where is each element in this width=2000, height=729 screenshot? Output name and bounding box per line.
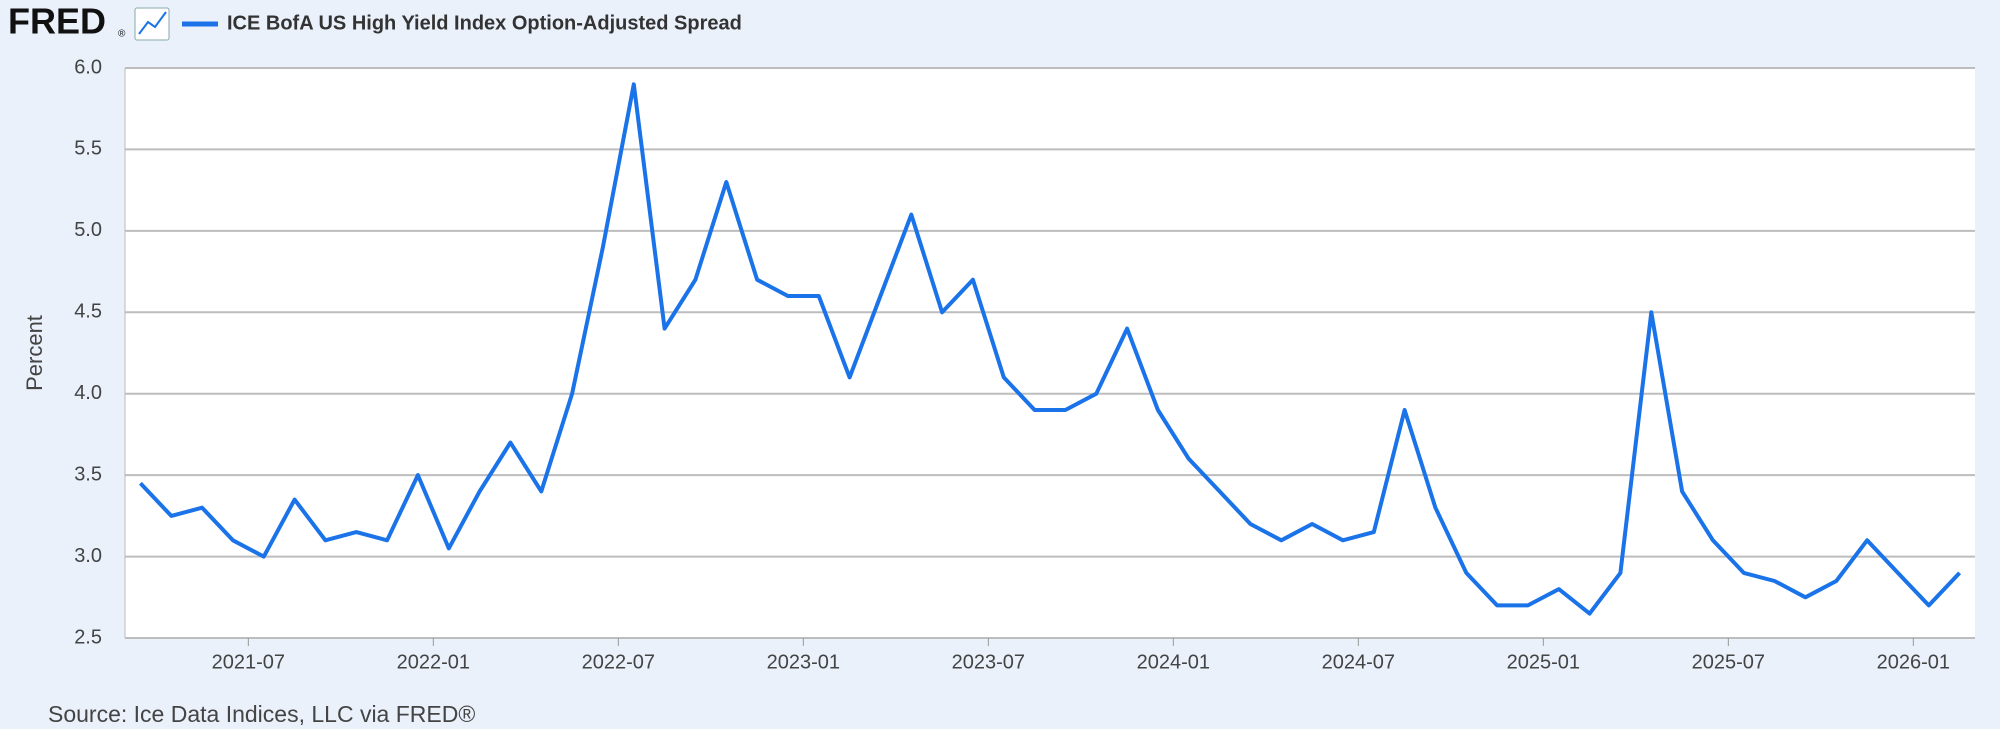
y-tick-label: 4.0 <box>74 382 102 404</box>
y-tick-label: 5.5 <box>74 138 102 160</box>
x-tick-label: 2022-07 <box>582 651 655 673</box>
x-tick-label: 2021-07 <box>212 651 285 673</box>
y-tick-label: 3.5 <box>74 463 102 485</box>
y-tick-label: 3.0 <box>74 545 102 567</box>
x-tick-label: 2024-01 <box>1137 651 1210 673</box>
x-tick-label: 2025-07 <box>1692 651 1765 673</box>
x-tick-label: 2024-07 <box>1322 651 1395 673</box>
y-tick-label: 4.5 <box>74 301 102 323</box>
plot-area <box>125 68 1975 638</box>
logo-icon <box>134 7 170 41</box>
logo: FRED <box>8 1 106 42</box>
y-tick-label: 5.0 <box>74 219 102 241</box>
x-tick-label: 2023-07 <box>952 651 1025 673</box>
y-tick-label: 2.5 <box>74 626 102 648</box>
series-line <box>138 82 1962 616</box>
x-tick-label: 2023-01 <box>767 651 840 673</box>
logo-mark: ® <box>118 29 126 40</box>
legend-label: ICE BofA US High Yield Index Option-Adju… <box>227 12 742 34</box>
x-tick-label: 2022-01 <box>397 651 470 673</box>
x-tick-label: 2026-01 <box>1877 651 1950 673</box>
y-tick-label: 6.0 <box>74 56 102 78</box>
source: Source: Ice Data Indices, LLC via FRED® <box>48 701 475 727</box>
y-axis-label: Percent <box>22 315 47 391</box>
x-tick-label: 2025-01 <box>1507 651 1580 673</box>
